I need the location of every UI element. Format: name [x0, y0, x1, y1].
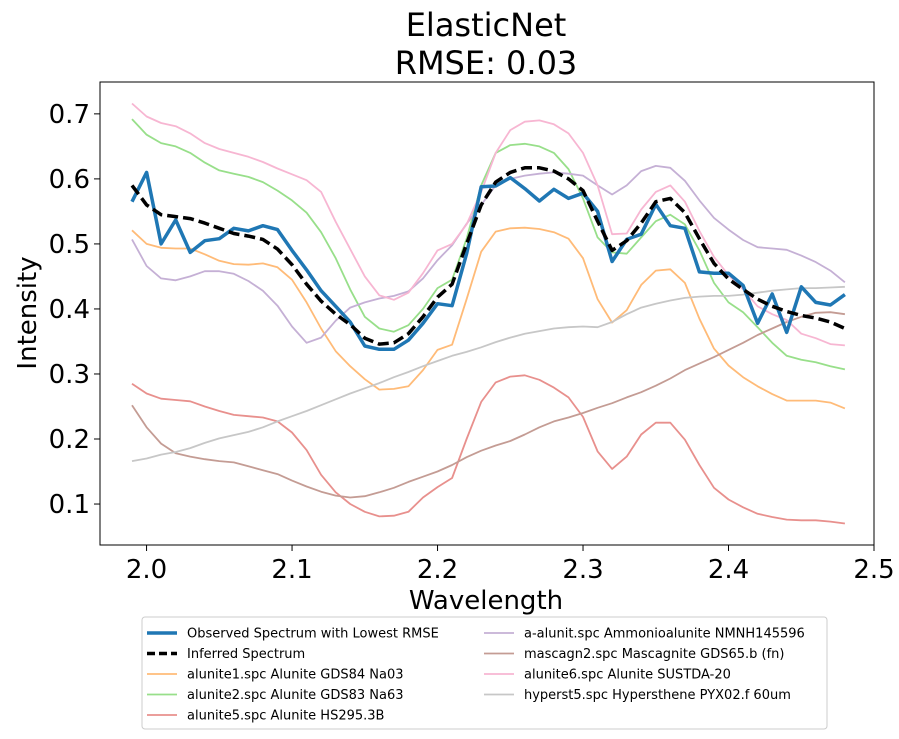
x-tick-label: 2.5 [853, 555, 894, 585]
y-axis-ticks: 0.1 0.2 0.3 0.4 0.5 0.6 0.7 [49, 100, 100, 520]
y-tick-label: 0.4 [49, 295, 90, 325]
legend-label-8: hyperst5.spc Hypersthene PYX02.f 60um [524, 688, 791, 703]
x-tick-label: 2.0 [126, 555, 167, 585]
plot-area-frame [99, 81, 875, 546]
y-tick-label: 0.7 [49, 100, 90, 130]
legend-label-7: alunite6.spc Alunite SUSTDA-20 [524, 668, 731, 683]
series-line-4 [131, 374, 846, 525]
series-line-1 [130, 166, 846, 346]
y-tick-label: 0.2 [49, 425, 90, 455]
y-tick-label: 0.5 [49, 230, 90, 260]
x-tick-label: 2.1 [271, 555, 312, 585]
x-tick-label: 2.2 [417, 555, 458, 585]
y-tick-label: 0.3 [49, 360, 90, 390]
y-tick-label: 0.1 [49, 490, 90, 520]
legend-label-3: alunite2.spc Alunite GDS83 Na63 [187, 688, 404, 703]
y-axis-label: Intensity [13, 256, 43, 369]
series-lines [130, 102, 846, 525]
series-line-6 [131, 311, 846, 499]
legend: Observed Spectrum with Lowest RMSE Inferr… [141, 616, 828, 730]
chart-title: ElasticNet [406, 6, 567, 44]
legend-label-0: Observed Spectrum with Lowest RMSE [187, 627, 439, 642]
legend-label-6: mascagn2.spc Mascagnite GDS65.b (fn) [524, 647, 784, 662]
y-tick-label: 0.6 [49, 165, 90, 195]
x-axis-ticks: 2.0 2.1 2.2 2.3 2.4 2.5 [126, 545, 895, 585]
series-line-2 [131, 226, 846, 410]
series-line-8 [131, 285, 845, 462]
legend-frame [141, 616, 828, 730]
legend-label-1: Inferred Spectrum [187, 647, 305, 662]
x-tick-label: 2.4 [708, 555, 749, 585]
legend-label-5: a-alunit.spc Ammonioalunite NMNH145596 [524, 627, 805, 642]
legend-label-4: alunite5.spc Alunite HS295.3B [187, 709, 384, 724]
x-tick-label: 2.3 [562, 555, 603, 585]
legend-label-2: alunite1.spc Alunite GDS84 Na03 [187, 668, 404, 683]
x-axis-label: Wavelength [409, 586, 563, 616]
series-line-3 [131, 118, 846, 371]
series-line-0 [130, 170, 846, 352]
chart-subtitle: RMSE: 0.03 [395, 44, 578, 82]
